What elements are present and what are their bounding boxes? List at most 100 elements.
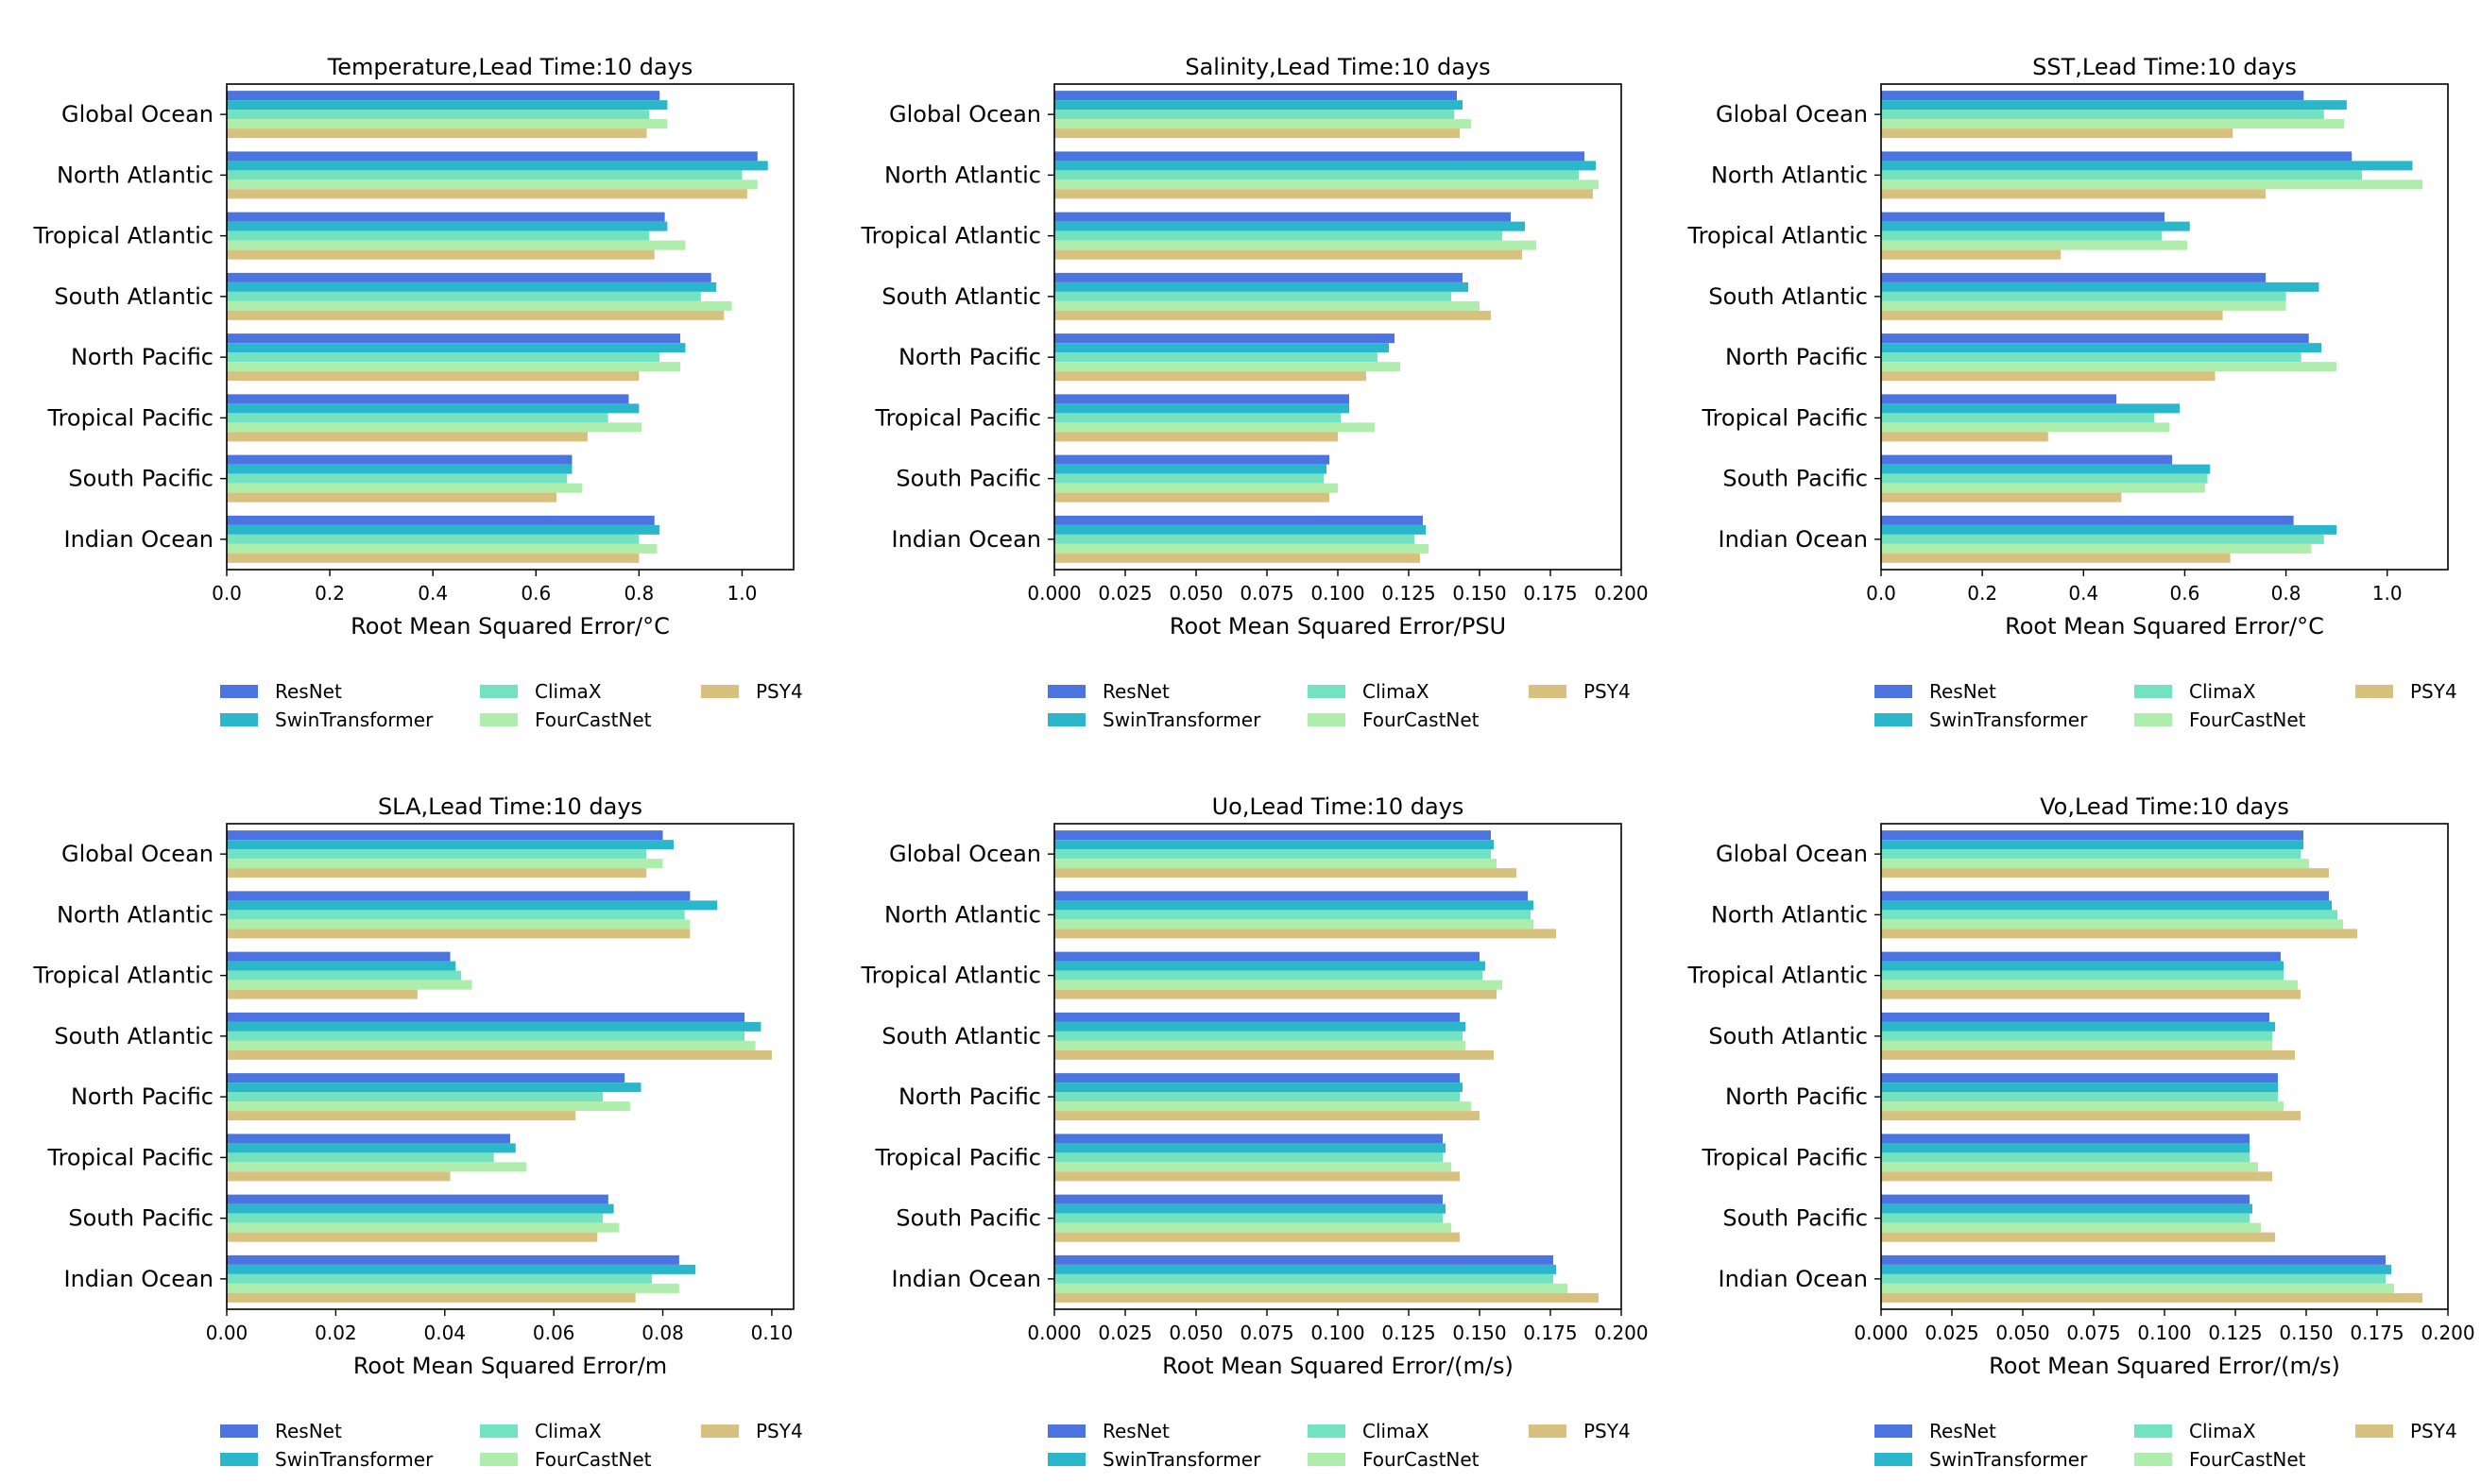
legend-swatch (1048, 1453, 1086, 1466)
legend-label: ClimaX (1362, 680, 1429, 703)
bar (1881, 300, 2286, 311)
bar (1881, 1073, 2278, 1083)
bar (227, 859, 663, 869)
bar (227, 249, 655, 260)
category-label: Global Ocean (889, 101, 1041, 128)
legend-label: ResNet (1103, 1420, 1170, 1442)
bar (227, 891, 691, 901)
legend-swatch (2134, 1424, 2172, 1438)
bar (1054, 970, 1482, 981)
legend-label: PSY4 (756, 1420, 803, 1442)
bar (1881, 1040, 2272, 1050)
bar (1054, 161, 1596, 171)
bar (227, 362, 680, 372)
category-label: Tropical Pacific (46, 1144, 214, 1170)
bar (1881, 310, 2223, 320)
x-axis-label: Root Mean Squared Error/°C (351, 613, 670, 640)
bar (227, 291, 701, 301)
legend-label: FourCastNet (535, 1448, 652, 1471)
bar (1054, 1162, 1451, 1172)
x-tick-label: 0.100 (2137, 1322, 2191, 1344)
category-label: South Atlantic (881, 1023, 1041, 1049)
category-label: Tropical Pacific (1701, 404, 1868, 431)
legend-swatch (1529, 685, 1566, 698)
legend-label: FourCastNet (2189, 708, 2306, 731)
bar (1881, 868, 2329, 878)
legend-swatch (220, 685, 258, 698)
category-label: Global Ocean (1716, 101, 1868, 128)
bar (227, 110, 650, 120)
bar (1054, 170, 1579, 180)
plot-frame (226, 823, 795, 1310)
legend-label: PSY4 (1583, 680, 1631, 703)
legend: ResNet SwinTransformer ClimaX FourCastNet PS… (1874, 1420, 2457, 1471)
chart-panel: Global Ocean North Atlantic Tropical Atlan… (1686, 793, 2474, 1471)
x-tick-label: 0.125 (1381, 582, 1435, 605)
legend-label: SwinTransformer (275, 1448, 434, 1471)
bar (1881, 333, 2309, 344)
bar (1881, 1213, 2250, 1223)
legend-label: FourCastNet (1362, 1448, 1480, 1471)
bar (1054, 281, 1468, 292)
chart-title: Uo,Lead Time:10 days (1212, 793, 1464, 820)
bar (1881, 422, 2170, 433)
bar (227, 272, 711, 282)
x-tick-label: 1.0 (2372, 582, 2403, 605)
bar (1054, 422, 1375, 433)
bar (1054, 840, 1494, 850)
category-label: South Atlantic (881, 283, 1041, 310)
x-tick-label: 0.00 (206, 1322, 248, 1344)
legend-swatch (701, 1424, 739, 1438)
bar (1054, 1203, 1446, 1214)
bar (1881, 1111, 2301, 1121)
bar (1054, 830, 1491, 841)
bar (1054, 343, 1389, 353)
bar (1881, 371, 2216, 382)
bar (1054, 1111, 1480, 1121)
legend-label: FourCastNet (2189, 1448, 2306, 1471)
x-tick-label: 0.050 (1169, 582, 1223, 605)
bar (227, 929, 691, 939)
category-label: Indian Ocean (63, 526, 214, 553)
category-label: South Atlantic (54, 283, 214, 310)
category-label: North Atlantic (1711, 901, 1868, 928)
bar (227, 900, 718, 911)
bar (1881, 1292, 2422, 1303)
bar (1054, 464, 1326, 474)
category-label: North Pacific (1725, 344, 1868, 370)
bar (1881, 221, 2190, 231)
bar (1881, 230, 2163, 241)
bar (227, 394, 629, 404)
bar (227, 151, 758, 162)
bar (1054, 1171, 1460, 1182)
bar (227, 989, 418, 999)
x-tick-label: 0.125 (1381, 1322, 1435, 1344)
bar (227, 1073, 625, 1083)
bar (1054, 352, 1377, 363)
chart-title: Salinity,Lead Time:10 days (1185, 54, 1490, 80)
bar (1881, 849, 2301, 860)
x-tick-label: 0.175 (1523, 582, 1577, 605)
x-tick-label: 0.200 (2421, 1322, 2474, 1344)
bar (1054, 483, 1338, 493)
category-label: Tropical Atlantic (32, 223, 214, 249)
legend-swatch (701, 685, 739, 698)
bar (227, 1292, 636, 1303)
category-label: Tropical Atlantic (860, 963, 1041, 989)
bar (1054, 1031, 1463, 1041)
bar (227, 961, 456, 971)
bar (227, 1264, 696, 1274)
bar (1054, 891, 1528, 901)
legend-swatch (2355, 1424, 2393, 1438)
legend-label: ClimaX (2189, 1420, 2256, 1442)
bar (1881, 394, 2117, 404)
bar (227, 910, 685, 920)
bar (227, 333, 680, 344)
bar (1054, 403, 1349, 414)
x-tick-label: 0.6 (521, 582, 551, 605)
plot-frame (1880, 83, 2449, 571)
category-label: South Pacific (896, 1205, 1041, 1232)
bar (1881, 951, 2281, 962)
category-label: South Pacific (1722, 466, 1868, 492)
bar (1881, 161, 2413, 171)
